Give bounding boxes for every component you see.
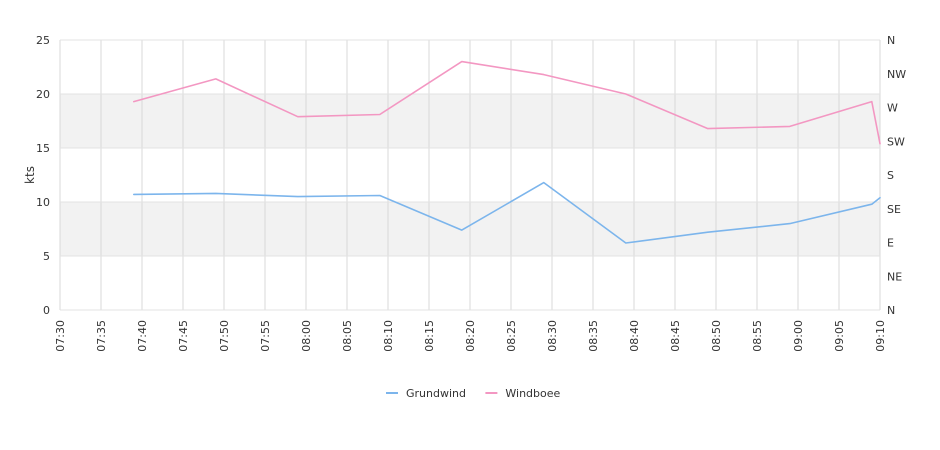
x-tick-label: 09:00: [792, 320, 805, 352]
vertical-gridlines: [59, 40, 881, 310]
x-tick-label: 07:50: [218, 320, 231, 352]
legend-label: Grundwind: [406, 387, 466, 400]
x-tick-label: 08:05: [341, 320, 354, 352]
x-tick-label: 09:05: [833, 320, 846, 352]
direction-tick-label: N: [887, 304, 895, 317]
x-tick-label: 08:35: [587, 320, 600, 352]
x-tick-label: 08:45: [669, 320, 682, 352]
x-tick-label: 08:15: [423, 320, 436, 352]
y-tick-label: 15: [36, 142, 50, 155]
direction-tick-label: SE: [887, 203, 901, 216]
legend-item-windboee[interactable]: Windboee: [485, 387, 561, 400]
direction-tick-label: NW: [887, 68, 906, 81]
x-tick-label: 07:35: [95, 320, 108, 352]
legend[interactable]: Grundwind Windboee: [386, 387, 561, 400]
y-tick-label: 10: [36, 196, 50, 209]
direction-tick-label: NE: [887, 270, 902, 283]
x-axis-ticks: 07:30 07:35 07:40 07:45 07:50 07:55 08:00 08:05…: [54, 320, 887, 352]
series-line-grundwind: [133, 181, 881, 244]
x-tick-label: 08:30: [546, 320, 559, 352]
y-axis-label: kts: [23, 166, 37, 184]
x-tick-label: 09:10: [874, 320, 887, 352]
x-tick-label: 08:25: [505, 320, 518, 352]
legend-label: Windboee: [505, 387, 560, 400]
x-tick-label: 07:30: [54, 320, 67, 352]
x-tick-label: 08:20: [464, 320, 477, 352]
y-tick-label: 0: [43, 304, 50, 317]
x-tick-label: 07:55: [259, 320, 272, 352]
series-lines: [133, 60, 881, 244]
x-tick-label: 07:45: [177, 320, 190, 352]
legend-item-grundwind[interactable]: Grundwind: [386, 387, 466, 400]
y-axis-ticks: 0 5 10 15 20 25: [36, 34, 50, 317]
x-tick-label: 08:10: [382, 320, 395, 352]
x-tick-label: 08:55: [751, 320, 764, 352]
direction-tick-label: SW: [887, 135, 905, 148]
x-tick-label: 08:50: [710, 320, 723, 352]
direction-axis-ticks: N NW W SW S SE E NE N: [887, 34, 906, 317]
horizontal-gridlines: [60, 39, 880, 311]
y-tick-label: 25: [36, 34, 50, 47]
y-tick-label: 20: [36, 88, 50, 101]
x-tick-label: 08:00: [300, 320, 313, 352]
direction-tick-label: S: [887, 169, 894, 182]
x-tick-label: 07:40: [136, 320, 149, 352]
y-tick-label: 5: [43, 250, 50, 263]
direction-tick-label: W: [887, 102, 898, 115]
series-line-windboee: [133, 60, 881, 145]
x-tick-label: 08:40: [628, 320, 641, 352]
direction-tick-label: E: [887, 237, 894, 250]
direction-tick-label: N: [887, 34, 895, 47]
